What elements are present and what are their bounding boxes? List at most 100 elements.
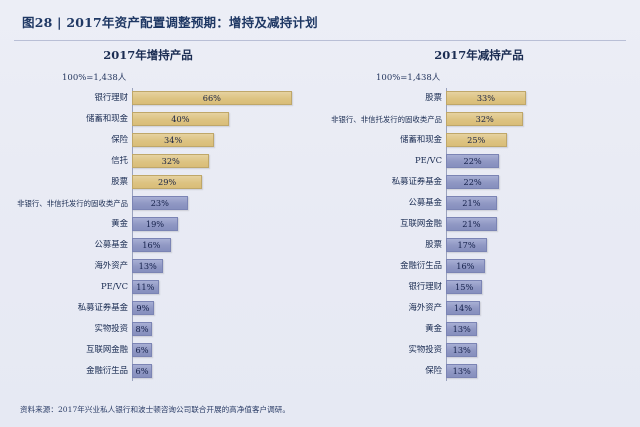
bar: 23% xyxy=(132,196,188,210)
bar: 32% xyxy=(132,154,210,168)
bar-category-label: 实物投资 xyxy=(94,324,129,334)
bar-row: 实物投资 8% xyxy=(10,319,322,339)
bar-row: 金融衍生品 6% xyxy=(10,361,322,381)
bar-category-label: 保险 xyxy=(111,135,128,145)
bar-row: 公募基金 16% xyxy=(10,235,322,255)
bar: 25% xyxy=(446,133,507,147)
bar: 13% xyxy=(132,259,164,273)
bar-row: 私募证券基金 9% xyxy=(10,298,322,318)
bar-category-label: 保险 xyxy=(425,366,442,376)
bar-value-label: 32% xyxy=(475,114,494,124)
bar-row: 储蓄和现金 25% xyxy=(328,130,640,150)
bar-value-label: 32% xyxy=(161,156,180,166)
bar-category-label: 公募基金 xyxy=(408,198,443,208)
category-axis-increase xyxy=(132,88,133,381)
bar: 11% xyxy=(132,280,159,294)
category-axis-decrease xyxy=(446,88,447,381)
bar-category-label: 储蓄和现金 xyxy=(400,135,442,145)
bar-row: 股票 29% xyxy=(10,172,322,192)
bar: 22% xyxy=(446,154,500,168)
bar: 6% xyxy=(132,364,152,378)
bar-category-label: 银行理财 xyxy=(94,93,129,103)
bar-category-label: 储蓄和现金 xyxy=(86,114,128,124)
bar: 19% xyxy=(132,217,178,231)
bar-row: 储蓄和现金 40% xyxy=(10,109,322,129)
bar-value-label: 23% xyxy=(150,198,169,208)
bar: 40% xyxy=(132,112,229,126)
bar-value-label: 33% xyxy=(476,93,496,103)
bar: 13% xyxy=(446,364,478,378)
bar-value-label: 21% xyxy=(462,198,481,208)
bar-category-label: 非银行、非信托发行的固收类产品 xyxy=(17,198,128,208)
bar-category-label: 股票 xyxy=(425,240,442,250)
bar: 15% xyxy=(446,280,483,294)
bar-row: 公募基金 21% xyxy=(328,193,640,213)
bar-value-label: 17% xyxy=(457,240,476,250)
bar-category-label: PE/VC xyxy=(100,282,128,292)
bar-row: 股票 17% xyxy=(328,235,640,255)
bar-value-label: 13% xyxy=(452,324,471,334)
bar-category-label: 非银行、非信托发行的固收类产品 xyxy=(331,114,442,124)
bar-value-label: 34% xyxy=(164,135,183,145)
bar-category-label: 私募证券基金 xyxy=(77,303,128,313)
source-note: 资料来源：2017年兴业私人银行和波士顿咨询公司联合开展的高净值客户调研。 xyxy=(20,405,290,414)
bar-row: 海外资产 13% xyxy=(10,256,322,276)
bar-category-label: 金融衍生品 xyxy=(86,366,128,376)
bar-category-label: 金融衍生品 xyxy=(400,261,442,271)
bar-row: 私募证券基金 22% xyxy=(328,172,640,192)
bar: 16% xyxy=(132,238,171,252)
bar-value-label: 11% xyxy=(136,282,155,292)
bar-category-label: 实物投资 xyxy=(408,345,443,355)
bar-value-label: 13% xyxy=(138,261,157,271)
bar: 17% xyxy=(446,238,488,252)
bar-value-label: 8% xyxy=(135,324,149,334)
bar-category-label: 海外资产 xyxy=(408,303,443,313)
bar-value-label: 22% xyxy=(463,177,482,187)
bar-row: 黄金 19% xyxy=(10,214,322,234)
bar-value-label: 21% xyxy=(462,219,481,229)
bar-category-label: 黄金 xyxy=(111,219,128,229)
bar-value-label: 6% xyxy=(135,345,149,355)
bar-row: 实物投资 13% xyxy=(328,340,640,360)
bar-row: PE/VC 11% xyxy=(10,277,322,297)
bar-value-label: 16% xyxy=(142,240,161,250)
figure-title-bar: 图28 | 2017年资产配置调整预期：增持及减持计划 xyxy=(0,0,640,36)
bar: 13% xyxy=(446,322,478,336)
bar-value-label: 13% xyxy=(452,345,471,355)
bar: 9% xyxy=(132,301,154,315)
bar: 22% xyxy=(446,175,500,189)
charts-row: 2017年增持产品 100%=1,438人 银行理财 66% 储蓄和现金 40% 保险 3… xyxy=(0,47,640,382)
bar: 6% xyxy=(132,343,152,357)
bar: 8% xyxy=(132,322,152,336)
bar-row: 黄金 13% xyxy=(328,319,640,339)
bar-rows-increase: 银行理财 66% 储蓄和现金 40% 保险 34% 信托 32% 股票 29% 非银行、非信托发行的… xyxy=(10,88,322,381)
bar-category-label: 海外资产 xyxy=(94,261,129,271)
bar-row: 非银行、非信托发行的固收类产品 23% xyxy=(10,193,322,213)
bar-value-label: 19% xyxy=(145,219,165,229)
bar-rows-decrease: 股票 33% 非银行、非信托发行的固收类产品 32% 储蓄和现金 25% PE/VC 22% 私… xyxy=(328,88,640,381)
bar: 14% xyxy=(446,301,480,315)
bar-value-label: 22% xyxy=(463,156,482,166)
title-divider xyxy=(14,40,626,41)
bar-row: 保险 13% xyxy=(328,361,640,381)
chart-title-increase: 2017年增持产品 xyxy=(103,48,193,62)
bar-category-label: 信托 xyxy=(111,156,128,166)
bar-row: 保险 34% xyxy=(10,130,322,150)
bar: 34% xyxy=(132,133,215,147)
bar-value-label: 25% xyxy=(467,135,486,145)
bar: 16% xyxy=(446,259,485,273)
bar-row: 非银行、非信托发行的固收类产品 32% xyxy=(328,109,640,129)
bar: 32% xyxy=(446,112,524,126)
bar-category-label: 股票 xyxy=(111,177,128,187)
bar-value-label: 66% xyxy=(202,93,221,103)
bar-row: PE/VC 22% xyxy=(328,151,640,171)
bar-row: 银行理财 15% xyxy=(328,277,640,297)
bar-value-label: 13% xyxy=(452,366,471,376)
bar-category-label: 互联网金融 xyxy=(400,219,442,229)
bar-value-label: 29% xyxy=(157,177,177,187)
bar: 29% xyxy=(132,175,203,189)
bar-row: 金融衍生品 16% xyxy=(328,256,640,276)
bar-row: 信托 32% xyxy=(10,151,322,171)
chart-note-decrease: 100%=1,438人 xyxy=(376,73,441,83)
